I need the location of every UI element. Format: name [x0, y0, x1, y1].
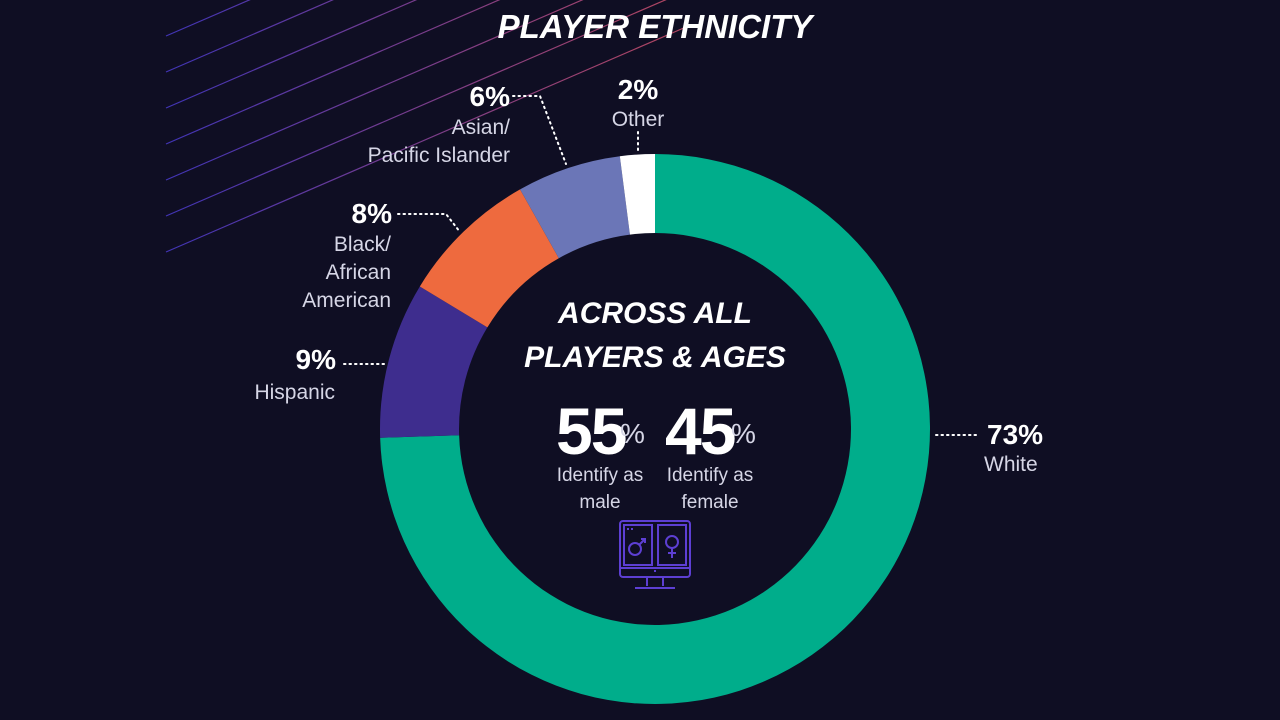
decorative-line [165, 0, 584, 181]
gender-computer-icon [619, 520, 691, 589]
label-asian-line2: Pacific Islander [367, 144, 510, 167]
decorative-line [165, 0, 667, 217]
male-caption-line2: male [579, 492, 621, 513]
center-title-line2: PLAYERS & AGES [524, 341, 786, 374]
donut-slice-other [619, 154, 655, 235]
label-asian-line1: Asian/ [451, 116, 510, 139]
label-hispanic-percent: 9% [295, 344, 336, 375]
female-caption-line2: female [681, 492, 739, 513]
label-white-percent: 73% [987, 419, 1044, 450]
label-white-name: White [984, 453, 1038, 476]
label-black-line2: African [325, 261, 391, 284]
label-hispanic-name: Hispanic [254, 381, 335, 404]
label-black-line3: American [302, 289, 391, 312]
label-black-line1: Black/ [333, 233, 391, 256]
label-asian-percent: 6% [469, 81, 510, 112]
leader-line-black [397, 213, 461, 233]
donut-slice-hispanic [380, 286, 488, 438]
female-caption: Identify as female [654, 462, 766, 516]
label-black-name: Black/ African American [230, 231, 391, 315]
decorative-line [165, 0, 418, 109]
leader-line-asian [512, 95, 567, 165]
donut-slice-black [419, 189, 559, 328]
decorative-line [165, 0, 334, 73]
male-percent-value: 55 [556, 394, 627, 468]
decorative-line [165, 0, 501, 145]
female-caption-line1: Identify as [666, 465, 754, 486]
label-other-name: Other [611, 108, 665, 131]
center-title-line1: ACROSS ALL [558, 297, 752, 330]
label-other-percent: 2% [617, 74, 659, 105]
male-percent-unit: % [620, 418, 645, 449]
female-percent-value: 45 [665, 394, 736, 468]
label-asian-name: Asian/ Pacific Islander [300, 114, 510, 170]
center-title: ACROSS ALL PLAYERS & AGES [500, 292, 810, 380]
chart-title: PLAYER ETHNICITY [497, 8, 813, 45]
decorative-line [165, 26, 687, 253]
male-caption-line1: Identify as [556, 465, 644, 486]
donut-slice-asian [520, 156, 630, 259]
label-black-percent: 8% [351, 198, 392, 229]
male-caption: Identify as male [544, 462, 656, 516]
female-percent-unit: % [731, 418, 756, 449]
